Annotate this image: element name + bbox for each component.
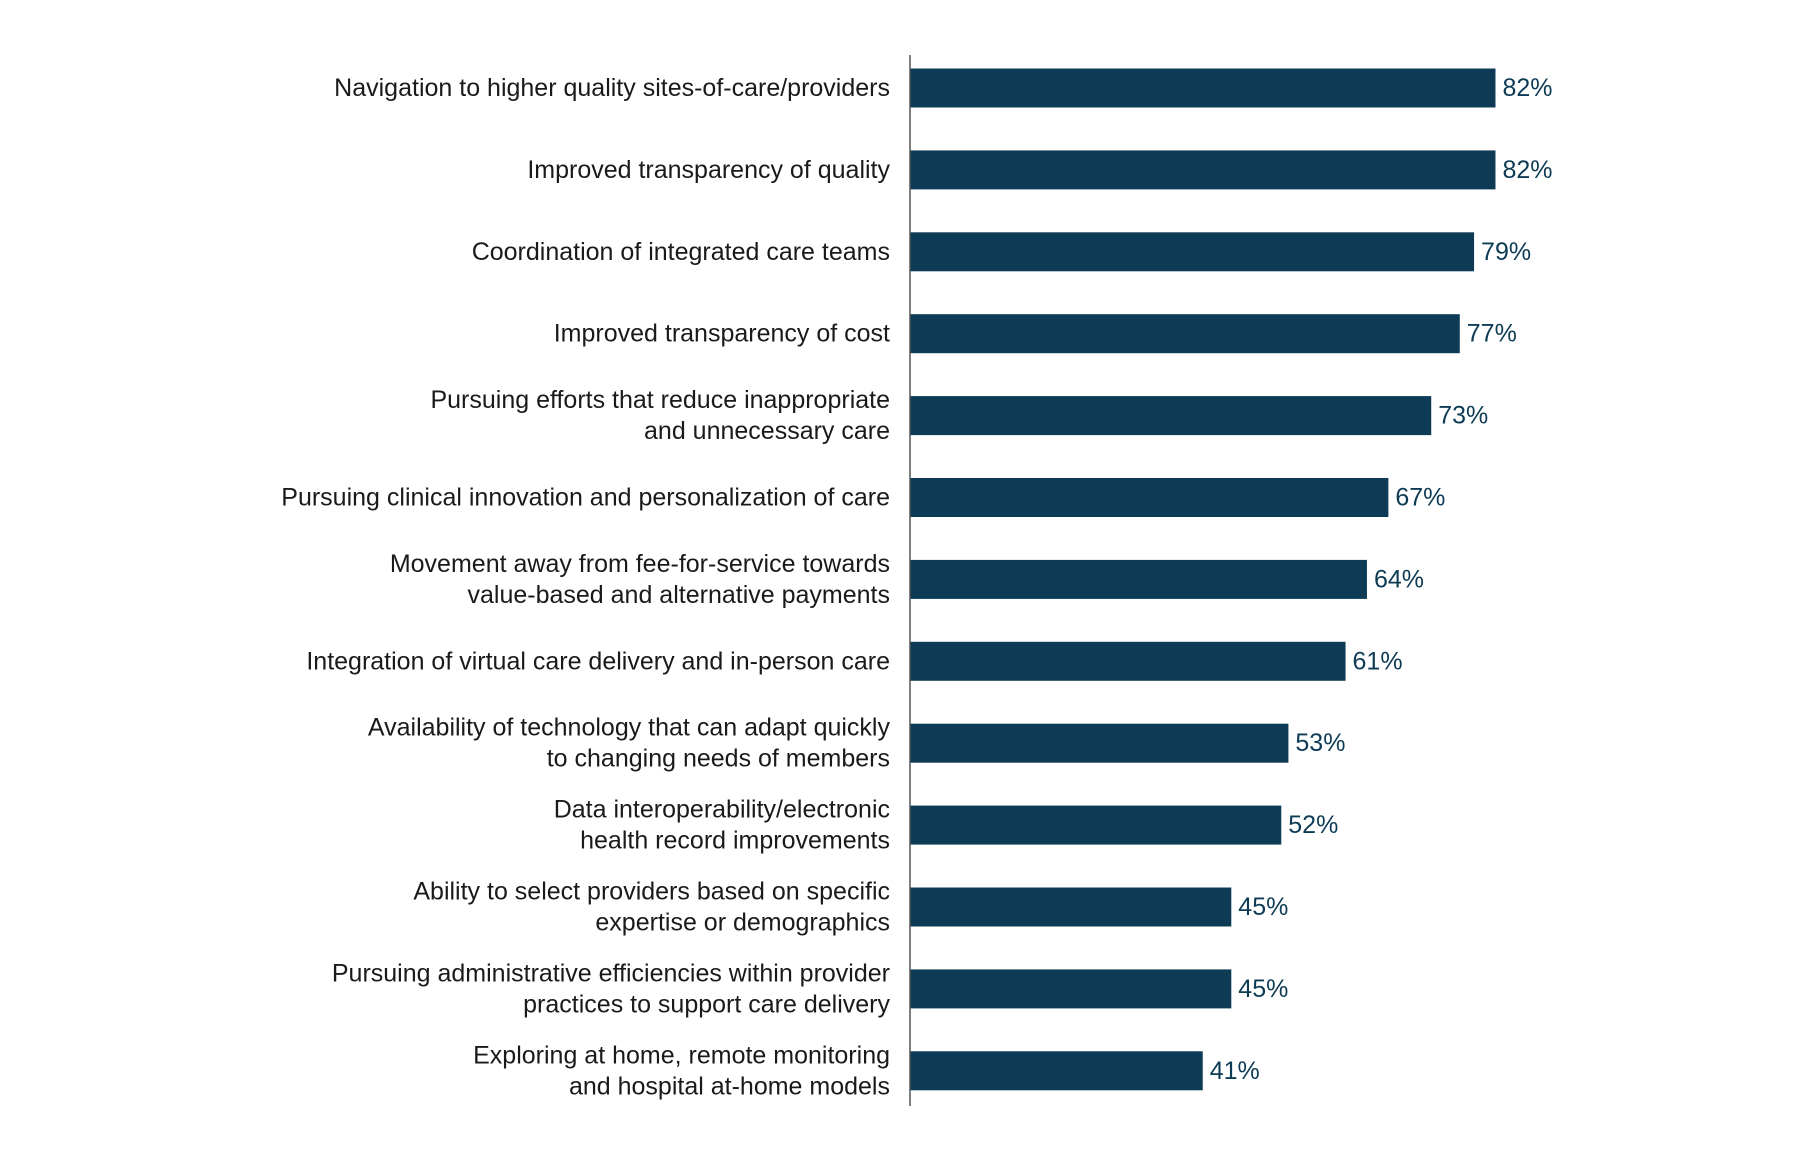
category-label-line: and hospital at-home models	[569, 1072, 890, 1100]
category-label: Ability to select providers based on spe…	[413, 878, 890, 937]
category-label: Improved transparency of cost	[554, 320, 890, 348]
category-label-line: Availability of technology that can adap…	[368, 714, 891, 742]
category-label-line: Pursuing clinical innovation and persona…	[281, 484, 890, 512]
category-label-line: Integration of virtual care delivery and…	[306, 647, 890, 675]
bar	[910, 1051, 1203, 1091]
bar-value-label: 67%	[1395, 484, 1445, 512]
category-label-line: Navigation to higher quality sites-of-ca…	[334, 74, 890, 102]
category-label-line: health record improvements	[580, 827, 890, 855]
bar-value-label: 45%	[1238, 893, 1288, 921]
bar-value-label: 82%	[1502, 156, 1552, 184]
category-label: Pursuing clinical innovation and persona…	[281, 484, 890, 512]
bar-value-label: 53%	[1295, 729, 1345, 757]
category-label: Integration of virtual care delivery and…	[306, 647, 890, 675]
category-label: Coordination of integrated care teams	[472, 238, 890, 266]
bar-value-label: 45%	[1238, 975, 1288, 1003]
bar	[910, 723, 1289, 763]
bar	[910, 969, 1232, 1009]
category-label: Pursuing efforts that reduce inappropria…	[430, 386, 890, 445]
bar-value-label: 61%	[1353, 647, 1403, 675]
category-labels-layer: Navigation to higher quality sites-of-ca…	[281, 74, 890, 1100]
category-label: Pursuing administrative efficiencies wit…	[332, 959, 891, 1018]
bar-value-label: 64%	[1374, 565, 1424, 593]
category-label-line: Exploring at home, remote monitoring	[473, 1041, 890, 1069]
category-label-line: Pursuing efforts that reduce inappropria…	[430, 386, 890, 414]
bar	[910, 478, 1389, 517]
category-label-line: to changing needs of members	[547, 745, 890, 773]
bar	[910, 150, 1496, 190]
bar	[910, 396, 1432, 436]
category-label: Movement away from fee-for-service towar…	[390, 550, 890, 609]
bar	[910, 641, 1346, 681]
bars-layer	[910, 68, 1496, 1091]
bar-value-label: 82%	[1502, 74, 1552, 102]
category-label-line: Coordination of integrated care teams	[472, 238, 890, 266]
category-label-line: Improved transparency of cost	[554, 320, 890, 348]
category-label: Availability of technology that can adap…	[368, 714, 891, 773]
category-label-line: Ability to select providers based on spe…	[413, 878, 890, 906]
category-label-line: Data interoperability/electronic	[554, 796, 890, 824]
bar-value-label: 77%	[1467, 320, 1517, 348]
value-labels-layer: 82% 82% 79% 77% 73% 67% 64% 61% 53% 52% 45% 45% 41%	[1210, 74, 1553, 1085]
bar	[910, 887, 1232, 927]
bar-value-label: 79%	[1481, 238, 1531, 266]
category-label-line: expertise or demographics	[595, 909, 890, 937]
category-label: Data interoperability/electronic health r…	[554, 796, 890, 855]
category-label-line: value-based and alternative payments	[468, 581, 891, 609]
category-label-line: practices to support care delivery	[523, 990, 890, 1018]
category-label: Navigation to higher quality sites-of-ca…	[334, 74, 890, 102]
category-label-line: Improved transparency of quality	[527, 156, 890, 184]
bar	[910, 314, 1460, 354]
category-label: Exploring at home, remote monitoring and …	[473, 1041, 890, 1100]
category-label-line: Movement away from fee-for-service towar…	[390, 550, 890, 578]
category-label: Improved transparency of quality	[527, 156, 890, 184]
bar	[910, 805, 1282, 845]
bar-value-label: 73%	[1438, 402, 1488, 430]
bar	[910, 68, 1496, 108]
bar	[910, 232, 1475, 272]
category-label-line: and unnecessary care	[644, 417, 890, 445]
category-label-line: Pursuing administrative efficiencies wit…	[332, 959, 890, 987]
bar-value-label: 52%	[1288, 811, 1338, 839]
bar-value-label: 41%	[1210, 1057, 1260, 1085]
bar	[910, 559, 1367, 599]
